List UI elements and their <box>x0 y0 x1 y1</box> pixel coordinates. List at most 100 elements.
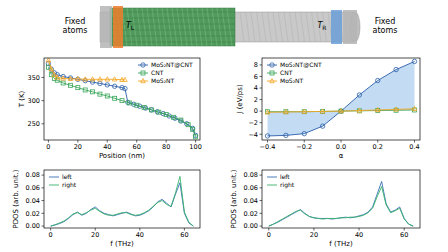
mos2-shell <box>110 8 235 46</box>
y-tick-label: 6 <box>254 73 258 81</box>
x-label: f (THz) <box>110 240 134 248</box>
point <box>394 107 399 111</box>
legend-label: left <box>280 173 290 180</box>
x-tick-label: 40 <box>355 231 363 239</box>
mesh <box>197 8 202 46</box>
area-fill <box>268 61 415 135</box>
point <box>68 76 72 80</box>
y-tick-label: 0.08 <box>26 171 40 179</box>
legend-label: MoS₂NT@CNT <box>280 61 322 69</box>
point <box>68 83 72 87</box>
label-line: atoms <box>63 26 88 35</box>
point <box>302 131 306 135</box>
mesh <box>295 12 299 42</box>
chart: 020406080100250300350Position (nm)T (K)M… <box>18 58 202 160</box>
mesh <box>157 8 162 46</box>
mesh <box>177 8 182 46</box>
mesh <box>110 18 235 19</box>
mesh <box>312 12 316 42</box>
x-label: α <box>339 152 344 160</box>
y-tick-label: 0.02 <box>26 210 40 218</box>
point <box>68 76 73 80</box>
y-tick <box>42 100 45 101</box>
plot-area <box>269 181 413 226</box>
chart: 02040600.000.020.040.060.08f (THz)PDOS (… <box>12 169 200 248</box>
point <box>172 115 176 119</box>
point <box>90 80 94 84</box>
y-tick-label: 8 <box>254 61 258 69</box>
point <box>123 77 128 81</box>
label-line: Fixed <box>375 17 396 26</box>
point <box>61 76 66 80</box>
point <box>339 109 344 113</box>
point <box>61 81 65 85</box>
y-tick-label: 0.04 <box>244 197 258 205</box>
point <box>49 67 54 71</box>
point <box>113 96 117 100</box>
y-tick <box>260 111 263 112</box>
point <box>149 108 153 112</box>
legend-swatch <box>138 81 148 82</box>
mesh <box>172 8 177 46</box>
legend-label: left <box>62 173 72 180</box>
mesh <box>222 8 227 46</box>
x-tick-label: 40 <box>136 231 144 239</box>
point <box>76 77 80 81</box>
legend-marker <box>270 63 274 67</box>
legend-swatch <box>267 81 277 82</box>
mesh <box>142 8 147 46</box>
frame <box>44 58 200 140</box>
mesh <box>273 12 277 42</box>
x-tick-label: 0.0 <box>336 143 346 151</box>
point <box>284 133 288 137</box>
point <box>105 77 110 81</box>
legend-swatch <box>49 185 59 186</box>
legend-label: right <box>62 181 77 189</box>
y-tick-label: 4 <box>254 84 258 92</box>
point <box>105 94 109 98</box>
y-tick <box>260 64 263 65</box>
point <box>52 72 57 76</box>
temp-sub: R <box>322 24 326 31</box>
point <box>357 93 361 97</box>
frame <box>262 170 420 228</box>
plot-area <box>46 58 198 139</box>
fixed-label: Fixedatoms <box>373 17 398 35</box>
legend-marker <box>270 79 275 83</box>
x-tick-label: 20 <box>74 143 82 151</box>
mesh <box>251 12 255 42</box>
point <box>302 109 307 113</box>
chart: −0.4−0.20.00.20.4−4−202468αJ (eV/ps)MoS₂… <box>236 58 420 160</box>
x-tick-label: 0.2 <box>373 143 383 151</box>
mesh <box>137 8 142 46</box>
point <box>120 99 124 103</box>
point <box>191 127 195 131</box>
point <box>265 110 270 114</box>
mesh <box>257 12 261 42</box>
x-tick-label: 20 <box>91 231 99 239</box>
legend-marker <box>141 63 145 67</box>
y-tick-label: 0.04 <box>26 197 40 205</box>
y-tick <box>42 226 45 227</box>
temp-label: TR <box>317 21 326 31</box>
y-tick <box>42 77 45 78</box>
y-label: J (eV/ps) <box>236 84 244 115</box>
mesh <box>110 12 235 13</box>
legend-swatch <box>267 185 277 186</box>
x-tick-label: 100 <box>189 143 201 151</box>
mesh <box>167 8 172 46</box>
legend-label: CNT <box>151 69 164 76</box>
point <box>55 75 60 79</box>
x-tick-label: −0.2 <box>296 143 312 151</box>
point <box>179 118 183 122</box>
x-tick-label: 60 <box>180 231 188 239</box>
legend-marker <box>270 71 274 75</box>
y-tick-label: 0.06 <box>26 184 40 192</box>
plot-area <box>265 59 417 138</box>
point <box>412 106 417 110</box>
legend-swatch <box>267 177 277 178</box>
point <box>83 88 87 92</box>
x-label: f (THz) <box>329 240 353 248</box>
mesh <box>290 12 294 42</box>
y-tick-label: 350 <box>28 74 40 82</box>
